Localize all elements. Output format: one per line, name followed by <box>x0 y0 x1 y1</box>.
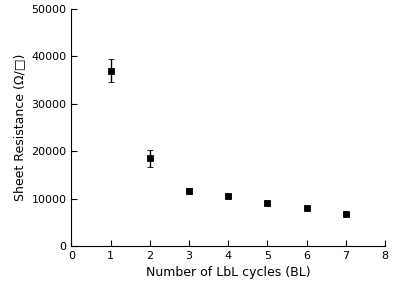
X-axis label: Number of LbL cycles (BL): Number of LbL cycles (BL) <box>146 266 310 279</box>
Y-axis label: Sheet Resistance (Ω/□): Sheet Resistance (Ω/□) <box>13 54 26 201</box>
